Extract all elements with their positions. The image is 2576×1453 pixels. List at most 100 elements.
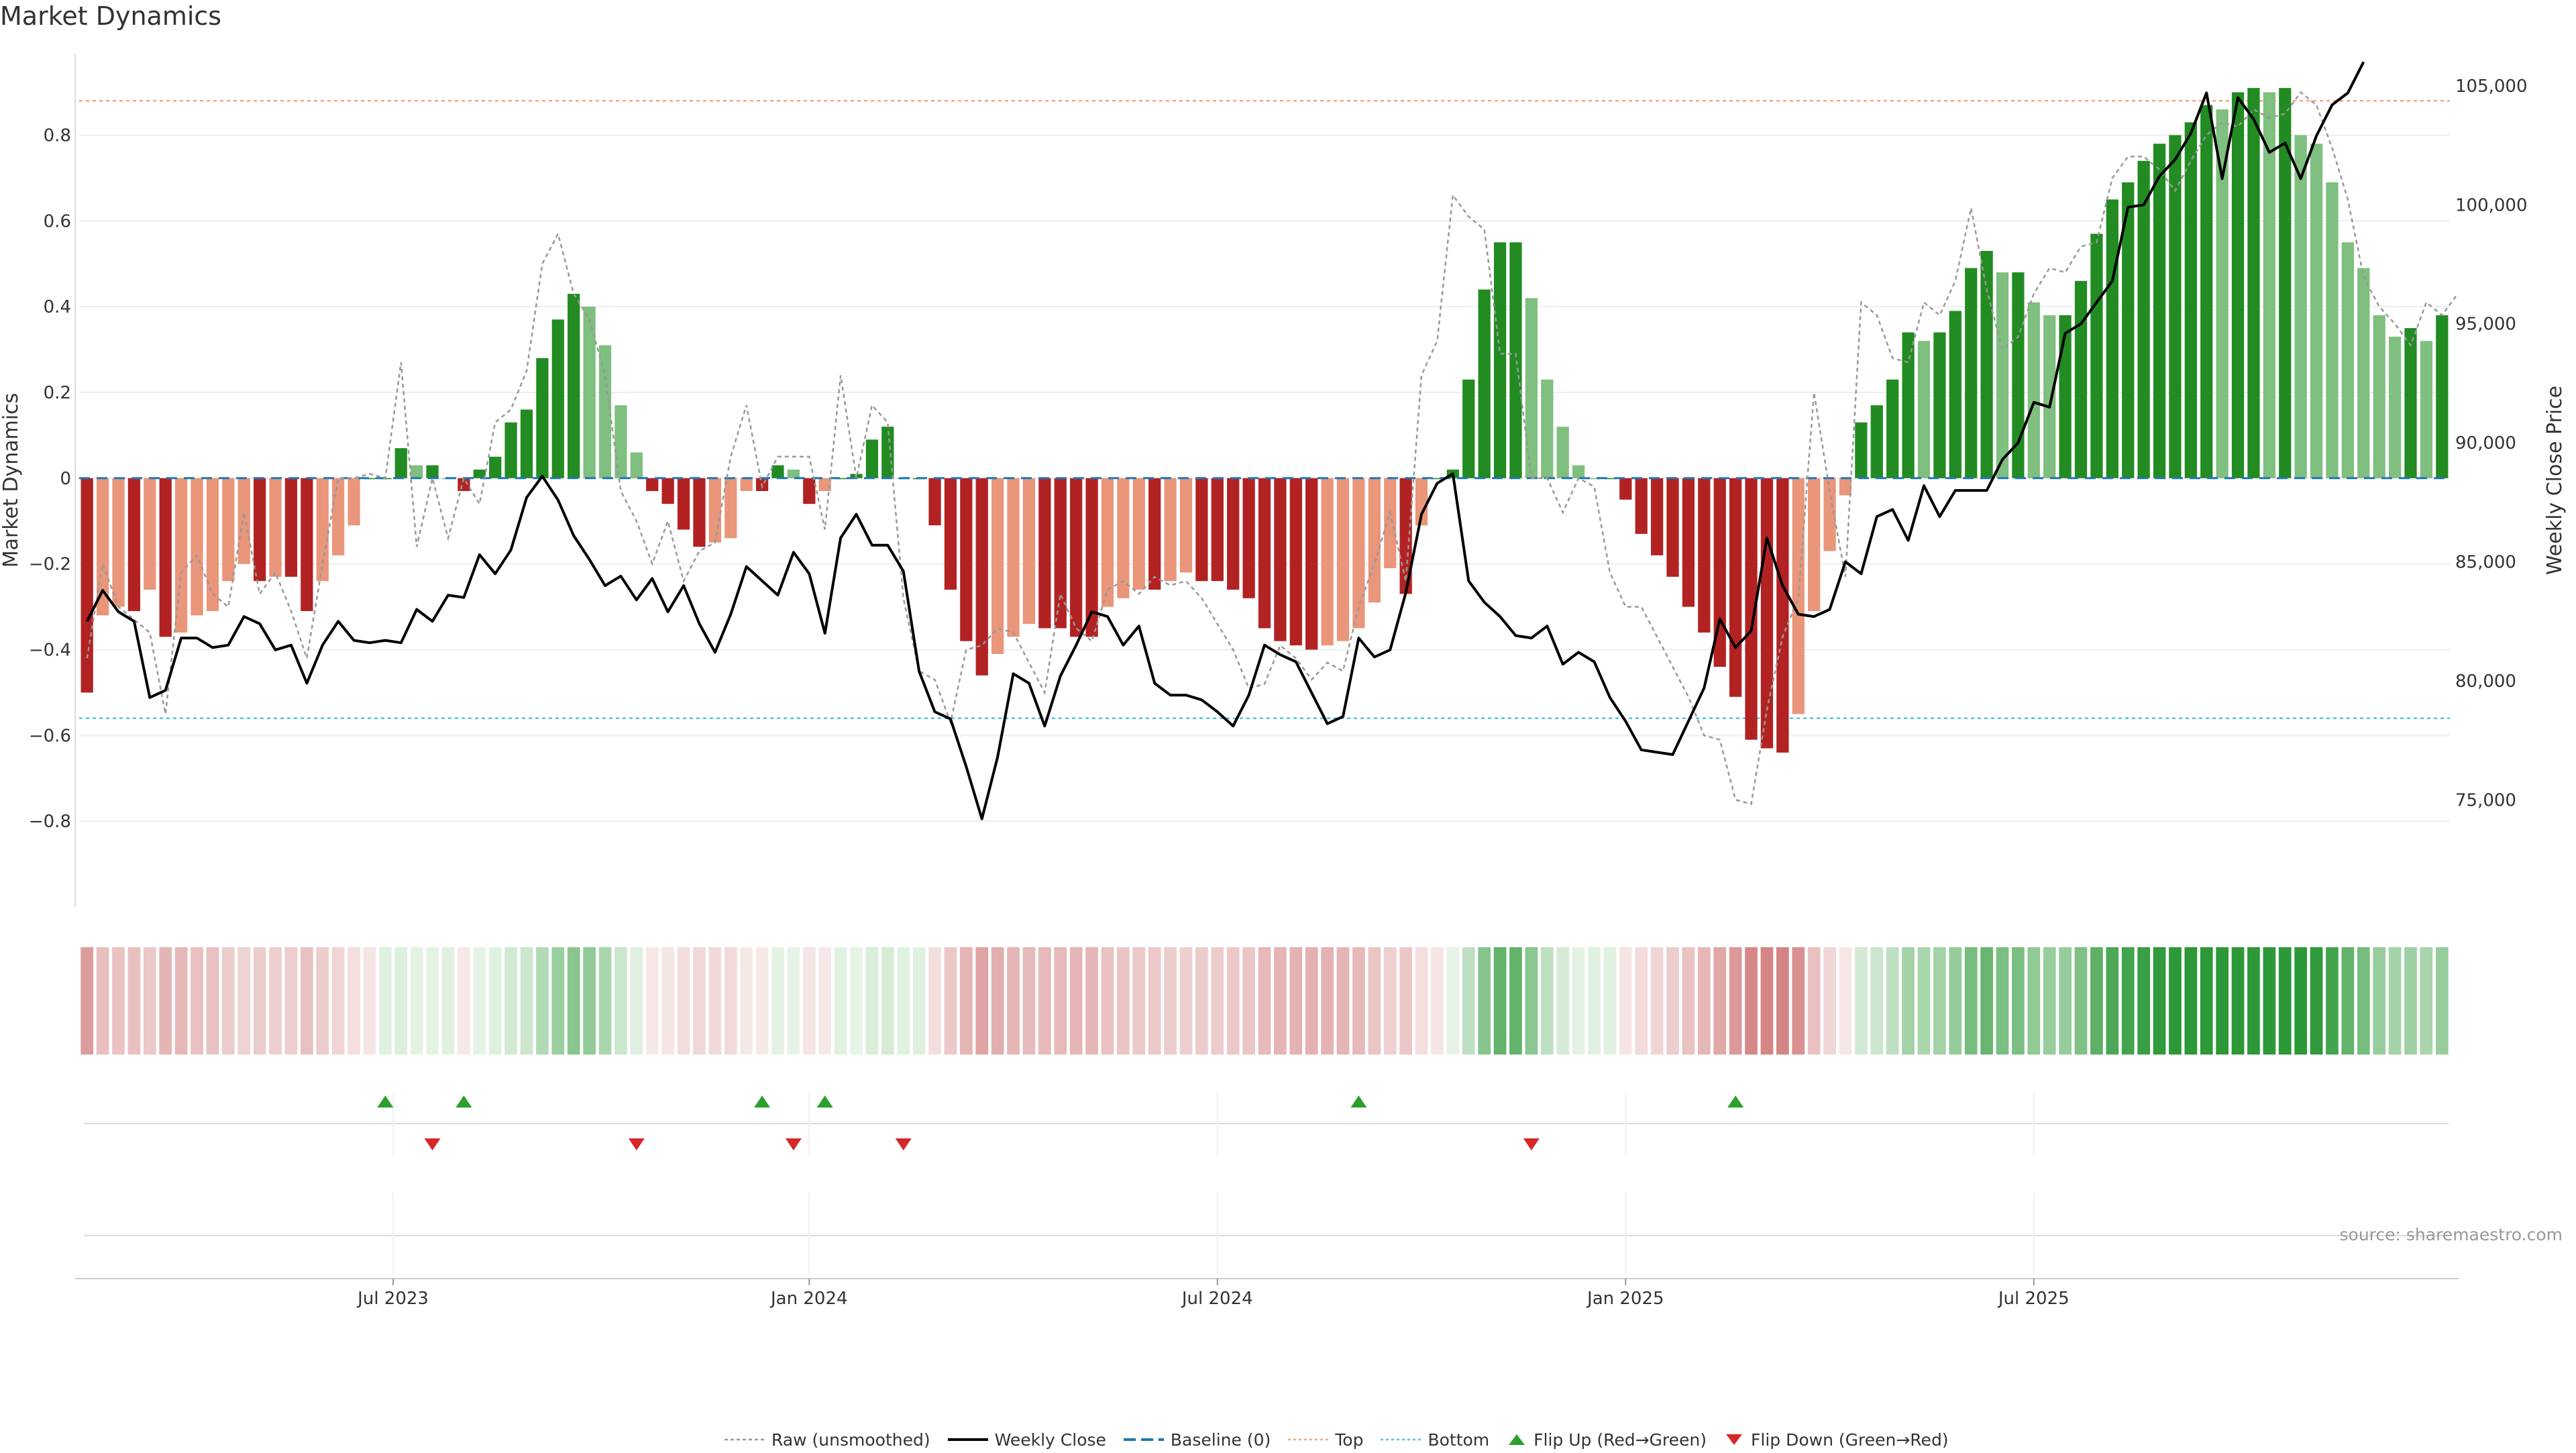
reference-lines — [79, 100, 2450, 720]
market-dynamics-bar — [1713, 478, 1726, 667]
market-dynamics-bar — [991, 478, 1004, 654]
y2-tick-label: 90,000 — [2455, 433, 2516, 453]
heat-strip-cell — [2435, 947, 2449, 1055]
flip-down-marker — [424, 1138, 441, 1150]
market-dynamics-bar — [630, 452, 643, 478]
heat-strip-cell — [1682, 947, 1695, 1055]
heat-strip-cell — [2247, 947, 2260, 1055]
y-tick-label: −0.6 — [29, 726, 71, 746]
market-dynamics-bar — [2169, 135, 2182, 478]
heat-strip-cell — [488, 947, 502, 1055]
heat-strip-cell — [598, 947, 612, 1055]
heat-strip-cell — [127, 947, 141, 1055]
heat-strip-cell — [2263, 947, 2276, 1055]
market-dynamics-bar — [363, 478, 376, 480]
market-dynamics-bar — [1085, 478, 1098, 637]
heat-strip-cell — [174, 947, 188, 1055]
market-dynamics-bar — [2153, 144, 2166, 478]
heat-strip-cell — [1745, 947, 1758, 1055]
heat-strip-cell — [520, 947, 533, 1055]
heat-strip-cell — [2184, 947, 2198, 1055]
heat-strip-cell — [2294, 947, 2308, 1055]
close-line-swatch — [947, 1438, 988, 1441]
market-dynamics-bars — [79, 88, 2450, 753]
heat-strip-cell — [2357, 947, 2370, 1055]
y-tick-label: 0.2 — [44, 383, 71, 403]
flip-up-marker — [455, 1095, 472, 1108]
heat-strip-cell — [1431, 947, 1444, 1055]
heat-strip-cell — [645, 947, 659, 1055]
y2-tick-label: 100,000 — [2455, 195, 2528, 215]
market-dynamics-bar — [1541, 379, 1554, 478]
heat-strip-cell — [426, 947, 439, 1055]
market-dynamics-bar — [1588, 478, 1601, 480]
market-dynamics-bar — [803, 478, 816, 504]
market-dynamics-bar — [834, 478, 847, 480]
market-dynamics-bar — [1164, 478, 1177, 582]
market-dynamics-bar — [2106, 199, 2118, 478]
market-dynamics-bar — [1478, 289, 1491, 478]
heat-strip-cell — [96, 947, 109, 1055]
heat-strip-cell — [269, 947, 282, 1055]
market-dynamics-bar — [1886, 379, 1899, 478]
market-dynamics-bar — [2341, 242, 2355, 478]
market-dynamics-bar — [1038, 478, 1051, 629]
market-dynamics-bar — [1022, 478, 1036, 625]
market-dynamics-bar — [1729, 478, 1742, 697]
x-tick-label: Jul 2023 — [356, 1289, 429, 1309]
market-dynamics-bar — [2326, 182, 2339, 478]
market-dynamics-bar — [1666, 478, 1679, 577]
heat-strip-cell — [253, 947, 266, 1055]
x-tick-label: Jan 2024 — [769, 1289, 848, 1309]
heat-strip-cell — [1368, 947, 1381, 1055]
raw-line-swatch — [724, 1438, 765, 1441]
heat-strip-cell — [693, 947, 706, 1055]
heat-strip-cell — [159, 947, 172, 1055]
flip-down-triangle-icon — [1726, 1434, 1743, 1445]
market-dynamics-bar — [2404, 328, 2417, 478]
heat-strip-cell — [379, 947, 392, 1055]
legend-item-close: Weekly Close — [947, 1430, 1106, 1450]
market-dynamics-bar — [1289, 478, 1302, 646]
market-dynamics-bar — [2357, 268, 2370, 478]
heat-strip-cell — [1713, 947, 1727, 1055]
heat-strip-cell — [583, 947, 596, 1055]
heat-strip-cell — [1964, 947, 1978, 1055]
heat-strip-cell — [1540, 947, 1554, 1055]
heat-strip-cell — [1823, 947, 1836, 1055]
market-dynamics-bar — [1996, 272, 2009, 478]
baseline-swatch — [1123, 1438, 1164, 1441]
heat-strip-cell — [881, 947, 894, 1055]
x-tick-label: Jul 2024 — [1181, 1289, 1253, 1309]
heat-strip-cell — [1211, 947, 1224, 1055]
market-dynamics-bar — [1274, 478, 1287, 641]
market-dynamics-bar — [1902, 332, 1915, 478]
market-dynamics-bar — [724, 478, 737, 539]
market-dynamics-bar — [2184, 122, 2197, 478]
heat-strip-cell — [1619, 947, 1632, 1055]
heat-strip-cell — [2310, 947, 2323, 1055]
market-dynamics-bar — [1179, 478, 1193, 573]
heat-strip-cell — [1242, 947, 1255, 1055]
market-dynamics-bar — [237, 478, 250, 564]
heat-strip-cell — [1054, 947, 1067, 1055]
heat-strip-cell — [363, 947, 376, 1055]
flip-up-marker — [377, 1095, 394, 1108]
market-dynamics-bar — [2137, 160, 2150, 478]
market-dynamics-bar — [301, 478, 313, 611]
market-dynamics-bar — [2090, 233, 2103, 478]
heat-strip-cell — [1258, 947, 1271, 1055]
legend-label-close: Weekly Close — [994, 1430, 1106, 1450]
market-dynamics-bar — [1839, 478, 1852, 496]
heat-strip-cell — [1776, 947, 1789, 1055]
market-dynamics-bar — [332, 478, 345, 555]
flip-down-marker — [1523, 1138, 1540, 1150]
market-dynamics-bar — [1745, 478, 1758, 740]
heat-strip-cell — [1870, 947, 1884, 1055]
market-dynamics-bar — [2059, 315, 2072, 478]
heat-strip-cell — [1854, 947, 1868, 1055]
heat-strip-cell — [1933, 947, 1946, 1055]
top-line-swatch — [1288, 1438, 1329, 1441]
market-dynamics-bar — [1007, 478, 1020, 637]
y-tick-label: 0.4 — [44, 297, 71, 317]
